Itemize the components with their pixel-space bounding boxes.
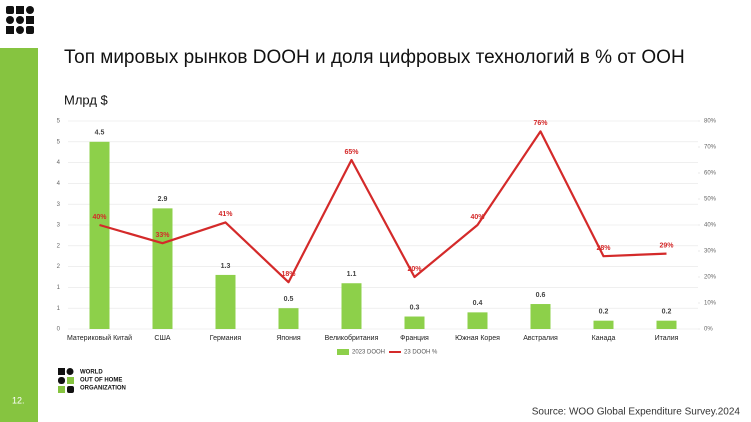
y-tick-label: 3 — [57, 223, 61, 229]
slide-title: Топ мировых рынков DOOH и доля цифровых … — [64, 47, 685, 68]
line-value-label: 76% — [533, 120, 548, 127]
y2-tick-label: 40% — [704, 223, 717, 229]
logo-mark — [6, 6, 34, 34]
side-strip — [0, 48, 38, 422]
bar — [341, 283, 362, 329]
bar — [530, 304, 551, 329]
y2-tick-label: 80% — [704, 119, 717, 125]
source: Source: WOO Global Expenditure Survey.20… — [532, 407, 741, 418]
y2-tick-label: 30% — [704, 249, 717, 255]
footer-logo: WORLD OUT OF HOME ORGANIZATION — [58, 368, 126, 393]
bar — [89, 141, 110, 329]
bar — [152, 208, 173, 329]
bar — [593, 320, 614, 329]
bar-value-label: 1.3 — [221, 263, 231, 270]
x-tick-label: Австралия — [523, 335, 558, 342]
legend-label: 2023 DOOH — [352, 350, 385, 356]
x-tick-label: Япония — [276, 335, 301, 342]
x-tick-label: Канада — [592, 335, 616, 342]
bar-value-label: 4.5 — [95, 130, 105, 137]
y2-tick-label: 0% — [704, 327, 713, 333]
line-value-label: 28% — [596, 245, 611, 252]
line-value-label: 18% — [281, 271, 296, 278]
bar-value-label: 0.2 — [662, 309, 672, 316]
bar — [278, 308, 299, 329]
line-value-label: 33% — [155, 232, 170, 239]
y2-tick-label: 50% — [704, 197, 717, 203]
y-tick-label: 2 — [57, 243, 61, 249]
y2-tick-label: 70% — [704, 145, 717, 151]
x-tick-label: Великобритания — [325, 334, 379, 342]
y-tick-label: 2 — [57, 264, 61, 270]
y2-tick-label: 20% — [704, 275, 717, 281]
bar-value-label: 0.5 — [284, 296, 294, 303]
legend-swatch — [337, 349, 349, 355]
page-number: 12. — [12, 395, 25, 405]
legend-label: 23 DOOH % — [404, 350, 438, 356]
y-tick-label: 1 — [57, 306, 61, 312]
y-tick-label: 0 — [57, 327, 61, 333]
y-tick-label: 4 — [57, 181, 61, 187]
x-tick-label: Франция — [400, 335, 429, 342]
y2-tick-label: 60% — [704, 171, 717, 177]
line-value-label: 65% — [344, 149, 359, 156]
bar-value-label: 0.3 — [410, 304, 420, 311]
y-axis-label: Млрд $ — [64, 92, 109, 107]
bar-value-label: 0.6 — [536, 292, 546, 299]
y-tick-label: 4 — [57, 160, 61, 166]
bar-value-label: 0.2 — [599, 309, 609, 316]
logo-text: WORLD — [80, 370, 103, 376]
bar — [467, 312, 488, 329]
bar-value-label: 1.1 — [347, 271, 357, 278]
line-value-label: 29% — [659, 242, 674, 249]
x-tick-label: Германия — [210, 335, 242, 342]
x-tick-label: Италия — [655, 335, 679, 342]
line-value-label: 40% — [470, 214, 485, 221]
line-value-label: 20% — [407, 266, 422, 273]
x-tick-label: Материковый Китай — [67, 334, 132, 342]
bar — [656, 320, 677, 329]
y-tick-label: 1 — [57, 285, 61, 291]
bar — [404, 316, 425, 329]
line-value-label: 41% — [218, 211, 233, 218]
y-tick-label: 5 — [57, 119, 61, 125]
y-tick-label: 5 — [57, 139, 61, 145]
line-value-label: 40% — [92, 214, 107, 221]
bar — [215, 274, 236, 329]
x-tick-label: Южная Корея — [455, 335, 500, 342]
logo-text: ORGANIZATION — [80, 386, 126, 392]
logo-text: OUT OF HOME — [80, 378, 122, 384]
y-tick-label: 3 — [57, 202, 61, 208]
y2-tick-label: 10% — [704, 301, 717, 307]
bar-value-label: 2.9 — [158, 196, 168, 203]
bar-value-label: 0.4 — [473, 300, 483, 307]
x-tick-label: США — [154, 335, 170, 342]
line-series — [99, 130, 667, 284]
